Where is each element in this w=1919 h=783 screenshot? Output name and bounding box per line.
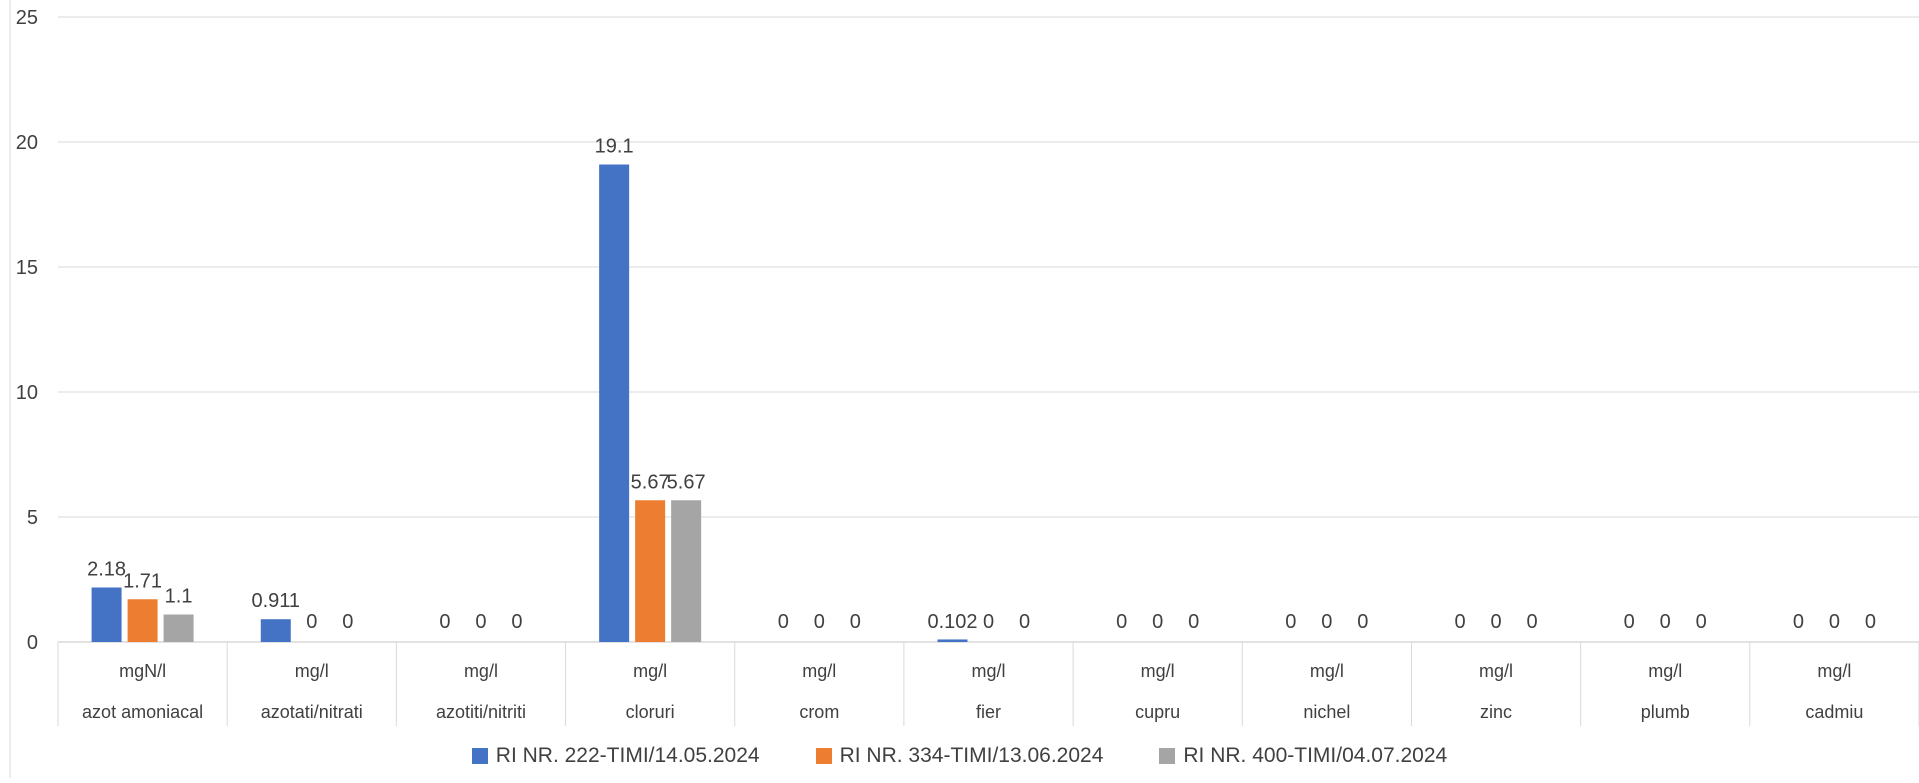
category-unit-label: mg/l xyxy=(633,661,667,681)
y-tick-label: 15 xyxy=(16,257,38,279)
legend: RI NR. 222-TIMI/14.05.2024 RI NR. 334-TIM… xyxy=(0,744,1919,768)
bar xyxy=(127,599,158,642)
category-unit-label: mg/l xyxy=(1310,661,1344,681)
category-name-label: cupru xyxy=(1135,702,1180,722)
legend-item: RI NR. 334-TIMI/13.06.2024 xyxy=(815,744,1104,768)
bar xyxy=(599,164,630,642)
category-name-label: cloruri xyxy=(626,702,675,722)
data-label: 0 xyxy=(1116,611,1127,633)
category-unit-label: mg/l xyxy=(295,661,329,681)
bar xyxy=(671,500,702,642)
legend-item: RI NR. 400-TIMI/04.07.2024 xyxy=(1159,744,1447,768)
data-label: 0 xyxy=(1454,611,1465,633)
category-unit-label: mg/l xyxy=(1817,661,1851,681)
data-label: 0 xyxy=(439,611,450,633)
category-labels: mgN/l azot amoniacal mg/l azotati/nitrati mg… xyxy=(82,661,1863,722)
data-label: 1.71 xyxy=(123,570,162,592)
y-tick-label: 20 xyxy=(16,132,38,154)
category-name-label: crom xyxy=(799,702,839,722)
y-tick-label: 10 xyxy=(16,382,38,404)
bar xyxy=(635,500,666,642)
y-tick-label: 25 xyxy=(16,7,38,29)
category-unit-label: mg/l xyxy=(464,661,498,681)
bar xyxy=(91,587,122,642)
data-label: 0.102 xyxy=(927,611,977,633)
category-unit-label: mg/l xyxy=(1648,661,1682,681)
data-label: 0 xyxy=(983,611,994,633)
axes: 0 5 10 15 20 25 xyxy=(9,0,1919,778)
data-label: 0 xyxy=(306,611,317,633)
data-label: 0 xyxy=(511,611,522,633)
category-unit-label: mg/l xyxy=(1479,661,1513,681)
data-label: 0 xyxy=(850,611,861,633)
category-name-label: azot amoniacal xyxy=(82,702,203,722)
data-label: 0 xyxy=(1188,611,1199,633)
legend-label: RI NR. 334-TIMI/13.06.2024 xyxy=(839,744,1104,767)
y-tick-label: 5 xyxy=(27,507,38,529)
data-label: 0 xyxy=(1865,611,1876,633)
data-label: 0.911 xyxy=(251,590,300,612)
legend-item: RI NR. 222-TIMI/14.05.2024 xyxy=(471,744,760,768)
category-unit-label: mg/l xyxy=(1141,661,1175,681)
category-name-label: cadmiu xyxy=(1805,702,1863,722)
category-unit-label: mg/l xyxy=(971,661,1005,681)
data-label: 0 xyxy=(1624,611,1635,633)
data-label: 19.1 xyxy=(595,136,634,158)
gridlines xyxy=(58,16,1919,518)
data-label: 1.1 xyxy=(165,586,193,608)
legend-swatch xyxy=(471,748,488,764)
data-label: 0 xyxy=(1321,611,1332,633)
legend-swatch xyxy=(1159,748,1176,764)
bar xyxy=(163,614,194,642)
data-label: 0 xyxy=(475,611,486,633)
data-label: 0 xyxy=(1696,611,1707,633)
data-label: 0 xyxy=(1526,611,1537,633)
category-name-label: azotati/nitrati xyxy=(261,702,363,722)
data-label: 2.18 xyxy=(87,559,126,581)
legend-label: RI NR. 222-TIMI/14.05.2024 xyxy=(495,744,760,767)
bars xyxy=(91,164,968,642)
bar xyxy=(260,619,291,642)
category-unit-label: mgN/l xyxy=(119,661,166,681)
data-label: 0 xyxy=(814,611,825,633)
category-name-label: fier xyxy=(976,702,1001,722)
legend-swatch xyxy=(815,748,832,764)
category-name-label: plumb xyxy=(1641,702,1690,722)
bar xyxy=(937,639,968,642)
data-label: 5.67 xyxy=(631,471,670,493)
data-label: 0 xyxy=(778,611,789,633)
data-label: 0 xyxy=(1019,611,1030,633)
data-label: 0 xyxy=(1793,611,1804,633)
y-tick-label: 0 xyxy=(27,632,38,654)
data-label: 0 xyxy=(1357,611,1368,633)
category-name-label: azotiti/nitriti xyxy=(436,702,526,722)
data-label: 0 xyxy=(1285,611,1296,633)
category-unit-label: mg/l xyxy=(802,661,836,681)
data-label: 0 xyxy=(1490,611,1501,633)
legend-label: RI NR. 400-TIMI/04.07.2024 xyxy=(1183,744,1448,767)
data-label: 0 xyxy=(342,611,353,633)
category-name-label: nichel xyxy=(1303,702,1350,722)
data-label: 5.67 xyxy=(667,471,706,493)
data-label: 0 xyxy=(1660,611,1671,633)
category-name-label: zinc xyxy=(1480,702,1512,722)
data-labels: 2.18 0.911 0 19.1 0 0.102 0 0 0 0 0 1.71 0 0 5.67 0 0 0 0 0… xyxy=(87,136,1876,634)
data-label: 0 xyxy=(1829,611,1840,633)
data-label: 0 xyxy=(1152,611,1163,633)
